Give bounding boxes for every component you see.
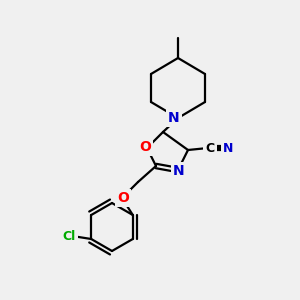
Text: N: N (173, 164, 185, 178)
Text: O: O (139, 140, 151, 154)
Text: O: O (117, 191, 129, 205)
Text: C: C (206, 142, 214, 154)
Text: N: N (223, 142, 233, 154)
Text: Cl: Cl (63, 230, 76, 242)
Text: N: N (168, 111, 180, 125)
